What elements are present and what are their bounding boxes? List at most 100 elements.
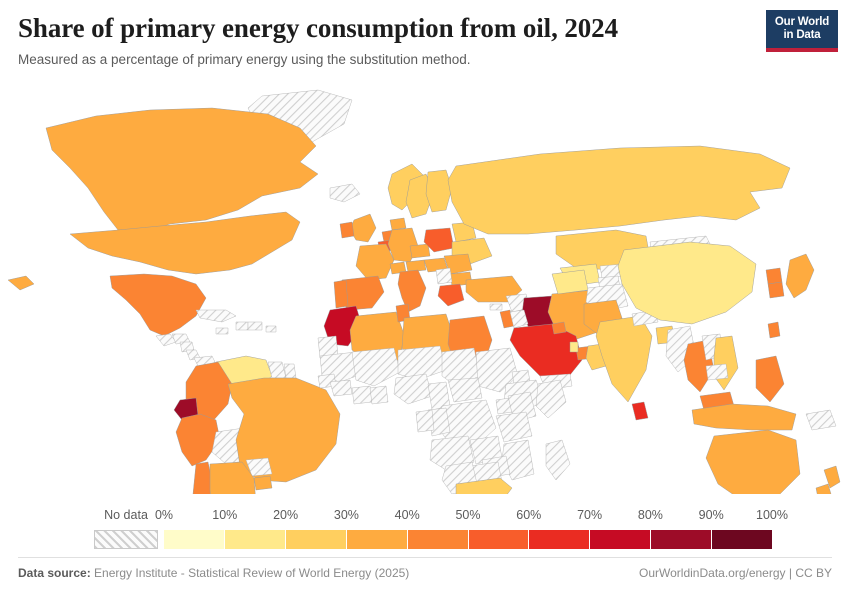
country-france[interactable]: France: 32% xyxy=(356,244,394,280)
legend-tick-80: 80% xyxy=(637,508,663,522)
owid-logo-line2: in Data xyxy=(783,28,821,41)
legend-tick-0: 0% xyxy=(154,508,174,522)
country-ghana[interactable]: Ghana: No data xyxy=(370,386,388,404)
country-turkmenistan[interactable]: Turkmenistan: 18% xyxy=(552,270,588,294)
legend-bucket-3[interactable] xyxy=(346,530,408,549)
legend-tick-10: 10% xyxy=(212,508,238,522)
legend-tick-90: 90% xyxy=(698,508,724,522)
country-indonesia[interactable]: Indonesia: 36% xyxy=(692,404,796,430)
country-papua-new-guinea[interactable]: Papua New Guinea: No data xyxy=(806,410,836,430)
country-japan[interactable]: Japan: 38% xyxy=(786,254,814,298)
country-north-korea[interactable]: North Korea: 48% xyxy=(766,268,782,284)
country-jamaica[interactable]: Jamaica: No data xyxy=(216,328,228,334)
legend-no-data-swatch[interactable] xyxy=(94,530,158,549)
legend-tick-30: 30% xyxy=(333,508,359,522)
country-czechia[interactable]: Czechia: 36% xyxy=(410,244,430,258)
data-source-label: Data source: xyxy=(18,566,91,580)
page-title: Share of primary energy consumption from… xyxy=(18,13,618,43)
legend-bucket-2[interactable] xyxy=(285,530,347,549)
country-madagascar[interactable]: Madagascar: No data xyxy=(546,440,570,480)
country-gabon[interactable]: Gabon: No data xyxy=(416,410,434,432)
country-uruguay[interactable]: Uruguay: 39% xyxy=(254,476,272,490)
country-chile[interactable]: Chile: 46% xyxy=(192,462,214,494)
country-australia[interactable]: Australia: 37% xyxy=(706,430,800,494)
country-kuwait[interactable]: Kuwait: 46% xyxy=(552,322,566,334)
legend-bucket-5[interactable] xyxy=(468,530,530,549)
legend-bucket-4[interactable] xyxy=(407,530,469,549)
country-suriname[interactable]: Suriname: No data xyxy=(284,364,296,378)
legend-tick-20: 20% xyxy=(273,508,299,522)
country-italy[interactable]: Italy: 41% xyxy=(398,270,426,312)
country-canada[interactable]: Canada: 34% xyxy=(46,108,318,234)
legend-tick-50: 50% xyxy=(455,508,481,522)
country-denmark[interactable]: Denmark: 38% xyxy=(390,218,406,230)
chart-footer: Data source: Energy Institute - Statisti… xyxy=(18,557,832,586)
country-south-korea[interactable]: South Korea: 41% xyxy=(768,282,784,298)
country-cambodia[interactable]: Cambodia: No data xyxy=(706,364,728,380)
map-svg: Greenland: No dataCanada: 34%United Stat… xyxy=(0,84,850,494)
country-cuba[interactable]: Cuba: No data xyxy=(196,310,236,322)
country-argentina[interactable]: Argentina: 35% xyxy=(210,462,256,494)
legend-color-ramp[interactable] xyxy=(164,530,773,549)
country-india[interactable]: India: 27% xyxy=(596,316,652,402)
country-mexico[interactable]: Mexico: 45% xyxy=(110,274,206,336)
country-poland[interactable]: Poland: 52% xyxy=(424,228,454,252)
legend-tick-60: 60% xyxy=(516,508,542,522)
legend-bucket-0[interactable] xyxy=(164,530,225,549)
legend-tick-100: 100% xyxy=(756,508,788,522)
country-somalia[interactable]: Somalia: No data xyxy=(536,380,566,418)
legend-bucket-6[interactable] xyxy=(529,530,591,549)
country-guinea[interactable]: Guinea: No data xyxy=(330,380,352,396)
country-united-kingdom[interactable]: United Kingdom: 36% xyxy=(350,214,376,242)
legend-bucket-9[interactable] xyxy=(712,530,773,549)
country-united-states[interactable]: United States: 37% xyxy=(8,212,300,290)
country-tanzania[interactable]: Tanzania: No data xyxy=(496,412,532,442)
country-portugal[interactable]: Portugal: 43% xyxy=(334,280,348,308)
legend-bucket-8[interactable] xyxy=(651,530,713,549)
country-dominican-republic[interactable]: Dominican Republic: No data xyxy=(248,322,262,330)
legend-tick-70: 70% xyxy=(577,508,603,522)
country-philippines[interactable]: Philippines: 47% xyxy=(756,356,784,402)
country-taiwan[interactable]: Taiwan: 44% xyxy=(768,322,780,338)
country-brazil[interactable]: Brazil: 37% xyxy=(228,378,340,482)
legend-bucket-7[interactable] xyxy=(590,530,652,549)
legend-tick-40: 40% xyxy=(394,508,420,522)
legend-no-data-label: No data xyxy=(104,508,148,522)
country-turkey[interactable]: Turkey: 33% xyxy=(466,276,522,302)
chart-header: Share of primary energy consumption from… xyxy=(18,12,832,76)
country-ireland[interactable]: Ireland: 48% xyxy=(340,222,354,238)
country-new-zealand[interactable]: New Zealand: 36% xyxy=(816,466,840,494)
country-finland[interactable]: Finland: 25% xyxy=(426,170,452,212)
country-qatar[interactable]: Qatar: 19% xyxy=(570,342,578,352)
country-niger[interactable]: Niger: No data xyxy=(398,346,446,380)
country-haiti[interactable]: Haiti: No data xyxy=(236,322,248,330)
country-peru[interactable]: Peru: 48% xyxy=(176,414,220,466)
country-paraguay[interactable]: Paraguay: No data xyxy=(246,458,272,476)
attribution-text[interactable]: OurWorldinData.org/energy | CC BY xyxy=(639,566,832,580)
country-ivory-coast[interactable]: Ivory Coast: No data xyxy=(352,386,372,404)
country-central-african-republic[interactable]: Central African Republic: No data xyxy=(448,378,482,402)
country-iceland[interactable]: Iceland: No data xyxy=(330,184,360,202)
country-cyprus[interactable]: Cyprus: No data xyxy=(490,304,502,310)
country-vietnam[interactable]: Vietnam: 27% xyxy=(714,336,738,390)
country-greece[interactable]: Greece: 54% xyxy=(438,284,464,306)
country-jordan[interactable]: Jordan: No data xyxy=(510,310,528,328)
country-serbia[interactable]: Serbia: No data xyxy=(436,268,452,284)
legend-bucket-1[interactable] xyxy=(224,530,286,549)
country-sri-lanka[interactable]: Sri Lanka: 63% xyxy=(632,402,648,420)
country-nigeria[interactable]: Nigeria: No data xyxy=(394,374,432,404)
map-legend: No data 0% 10% 20% 30% 40% 50% 60% 70% 80% 90% 100… xyxy=(92,508,788,556)
country-mali[interactable]: Mali: No data xyxy=(352,348,400,386)
country-romania[interactable]: Romania: 33% xyxy=(444,254,472,274)
country-south-africa[interactable]: South Africa: 22% xyxy=(456,478,512,494)
attribution-link[interactable]: OurWorldinData.org/energy | CC BY xyxy=(639,566,832,580)
world-map[interactable]: Greenland: No dataCanada: 34%United Stat… xyxy=(0,84,850,494)
data-source: Data source: Energy Institute - Statisti… xyxy=(18,566,409,580)
data-source-text: Energy Institute - Statistical Review of… xyxy=(90,566,410,580)
country-russia[interactable]: Russia: 22% xyxy=(448,146,790,234)
country-puerto-rico[interactable]: Puerto Rico: No data xyxy=(266,326,276,332)
owid-logo[interactable]: Our World in Data xyxy=(766,10,838,52)
country-austria[interactable]: Austria: 37% xyxy=(406,260,426,272)
country-china[interactable]: China: 18% xyxy=(618,242,756,324)
